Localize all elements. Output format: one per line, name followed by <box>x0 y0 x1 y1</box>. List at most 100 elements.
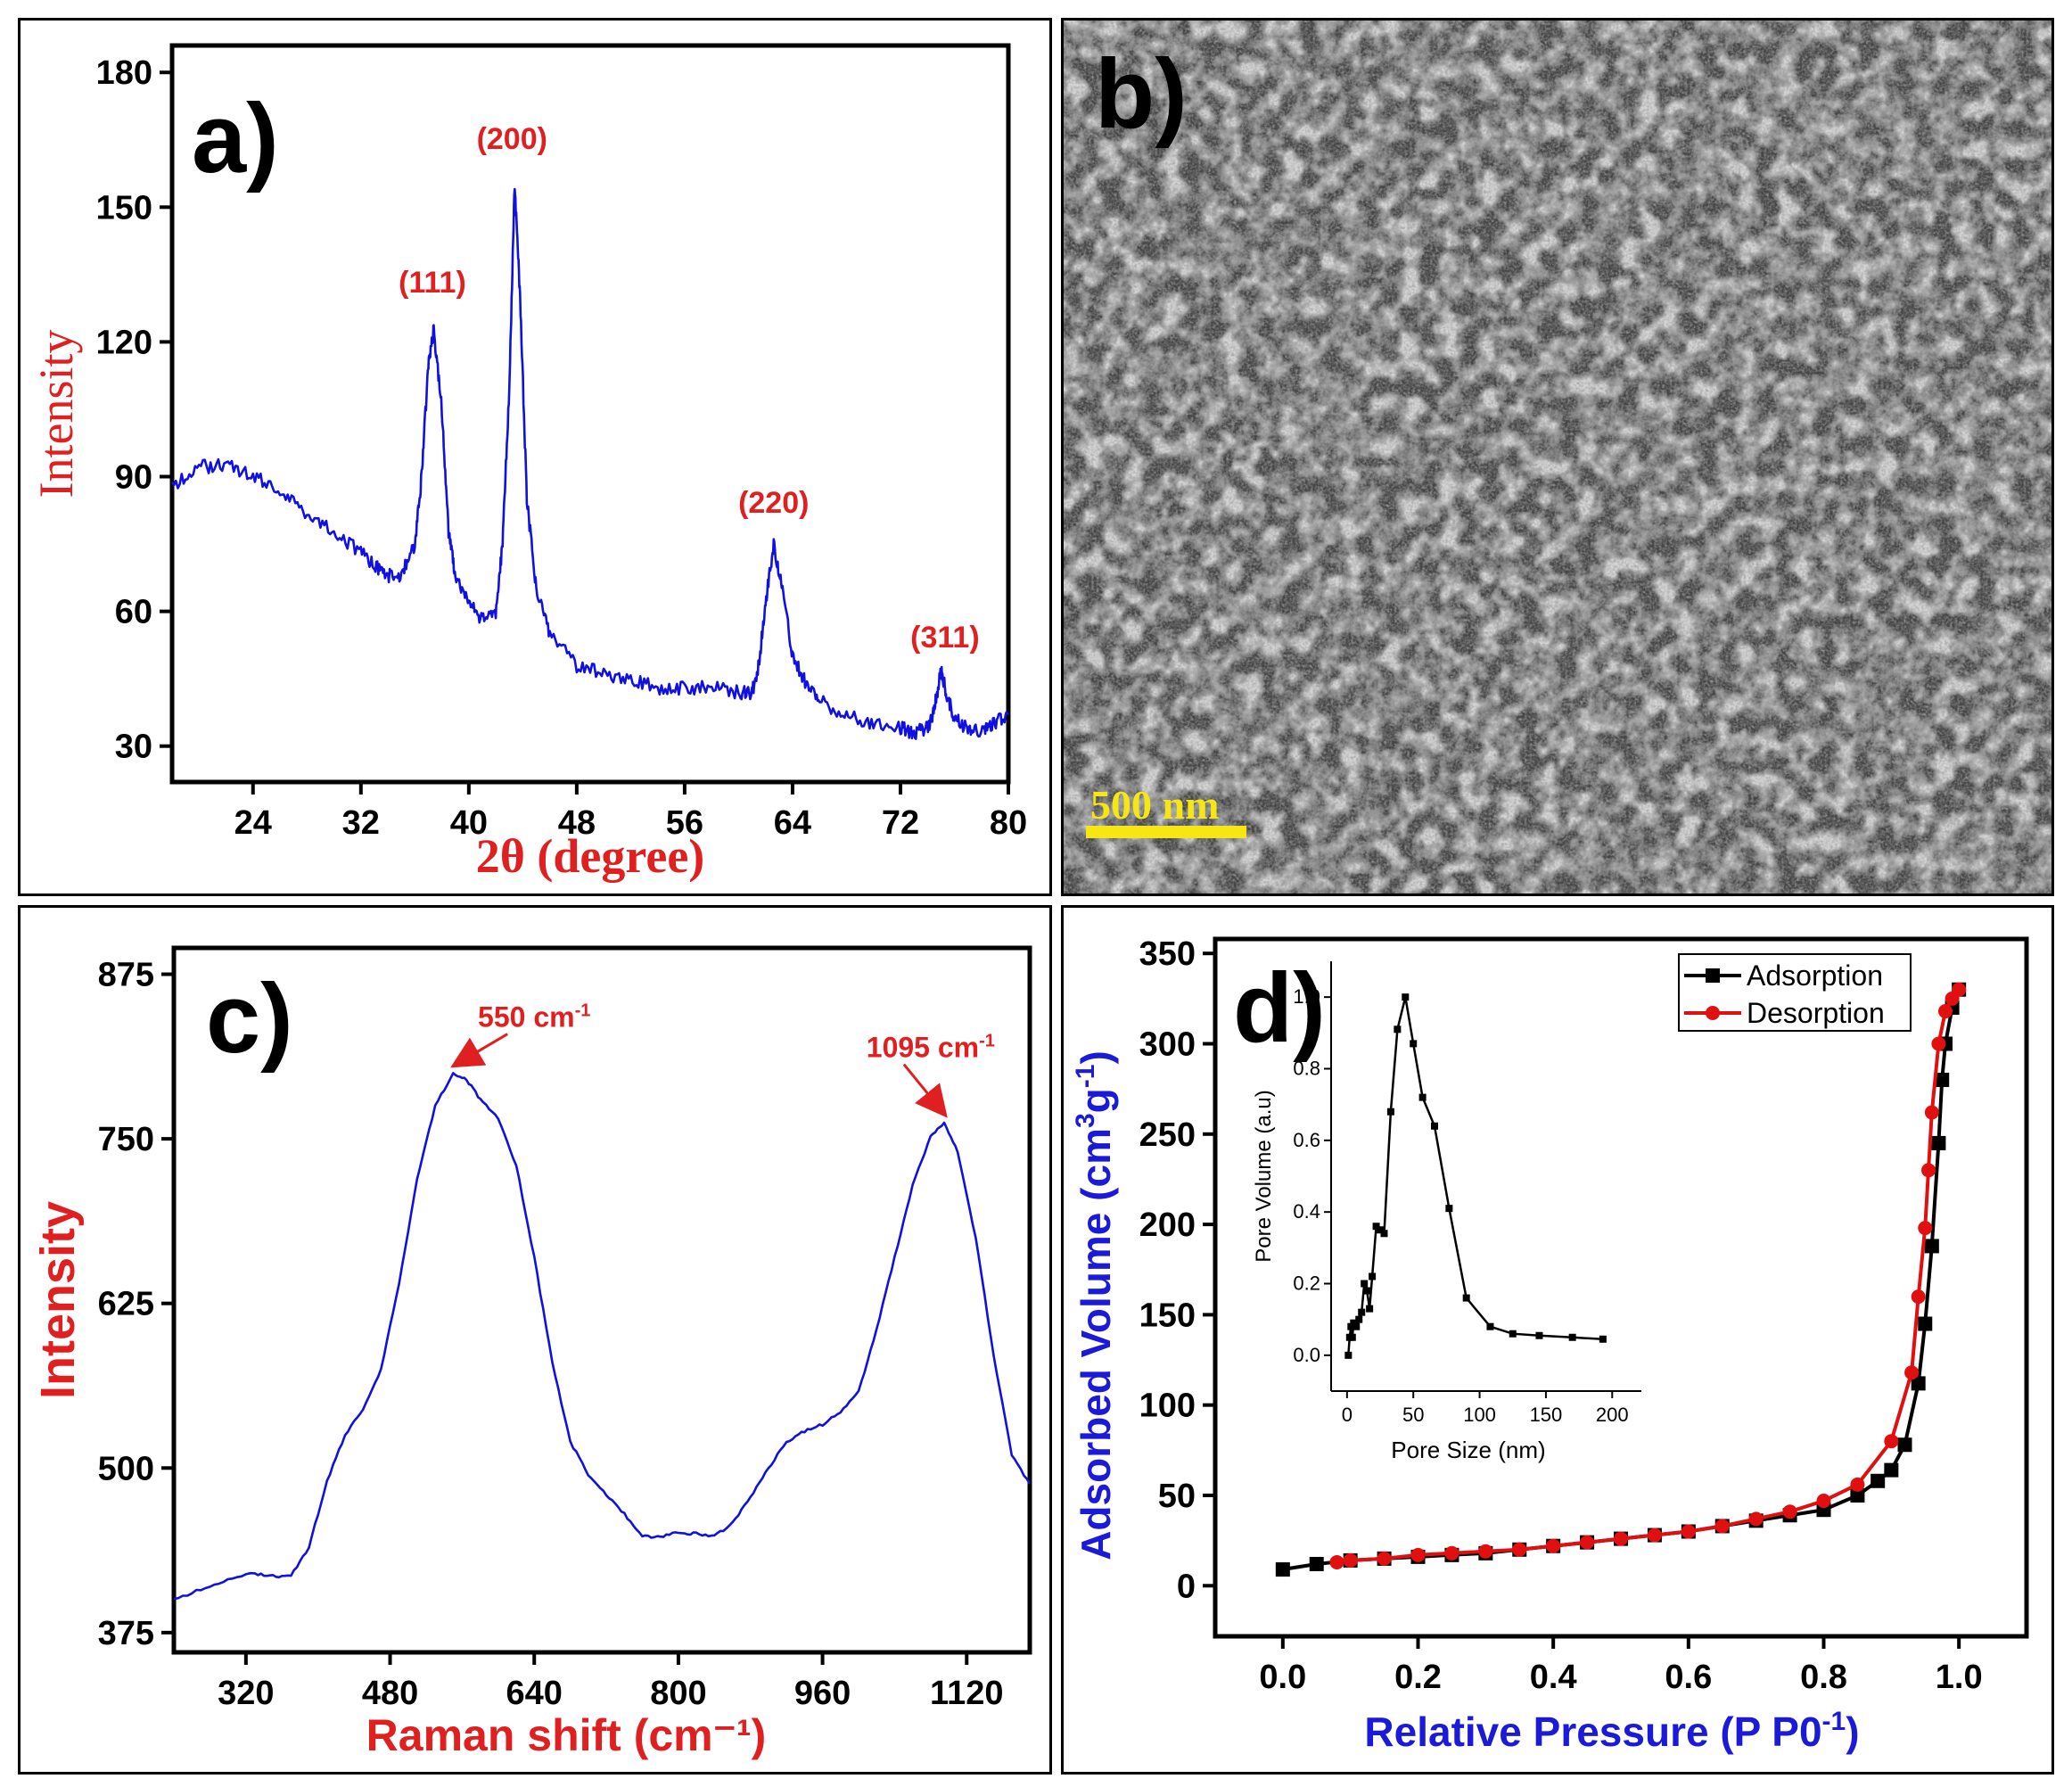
desorption-point <box>1911 1289 1926 1305</box>
raman-chart-svg: 320 480 640 800 960 1120 375 500 625 750 875 550 cm… <box>31 945 1032 1760</box>
adsorption-point <box>1884 1462 1899 1478</box>
x-tick-label: 320 <box>218 1675 274 1712</box>
xrd-chart-svg: 24 32 40 48 56 64 72 80 30 60 90 120 150 180 (111) (200… <box>29 43 1027 883</box>
y-tick-label: 90 <box>115 459 152 497</box>
adsorption-point <box>1850 1487 1865 1503</box>
y-tick-label: 350 <box>1139 935 1196 973</box>
y-tick-label: 50 <box>1158 1478 1196 1515</box>
inset-point <box>1402 993 1410 1001</box>
x-axis-label: Raman shift (cm⁻¹) <box>366 1710 767 1760</box>
panel-d-bet-chart: 0.0 0.2 0.4 0.6 0.8 1.0 0 50 100 150 200 250 300 350 A… <box>1061 905 2054 1775</box>
inset-point <box>1410 1040 1418 1048</box>
sem-image-svg: b) 500 nm <box>1064 21 2051 894</box>
inset-point <box>1568 1333 1576 1341</box>
inset-y-tick-label: 0.6 <box>1293 1129 1320 1151</box>
inset-y-tick-label: 0.0 <box>1293 1344 1320 1366</box>
inset-x-tick-label: 0 <box>1342 1404 1353 1426</box>
desorption-point <box>1782 1504 1797 1519</box>
inset-point <box>1347 1322 1355 1330</box>
y-axis-label: Intensity <box>29 330 83 498</box>
x-tick-label: 0.0 <box>1259 1659 1306 1696</box>
inset-y-tick-label: 1.0 <box>1293 985 1320 1008</box>
y-tick-label: 100 <box>1139 1388 1196 1425</box>
y-tick-label: 150 <box>96 189 152 226</box>
desorption-point <box>1512 1542 1527 1557</box>
inset-point <box>1394 1025 1402 1033</box>
desorption-point <box>1938 1004 1953 1019</box>
inset-point <box>1372 1223 1380 1231</box>
peak-annotation: (311) <box>910 621 980 655</box>
inset-point <box>1358 1308 1366 1316</box>
x-tick-label: 64 <box>774 804 811 842</box>
x-tick-label: 0.6 <box>1665 1659 1712 1696</box>
xrd-series-line <box>170 187 1009 740</box>
y-tick-label: 750 <box>98 1121 154 1158</box>
inset-x-label: Pore Size (nm) <box>1391 1437 1545 1463</box>
adsorption-point <box>1918 1316 1933 1331</box>
x-tick-label: 40 <box>450 804 488 842</box>
y-tick-label: 875 <box>98 957 154 994</box>
y-tick-label: 300 <box>1139 1026 1196 1064</box>
y-tick-label: 375 <box>98 1615 154 1652</box>
x-tick-label: 0.2 <box>1394 1659 1442 1696</box>
desorption-point <box>1410 1547 1426 1562</box>
inset-x-tick-label: 100 <box>1463 1404 1496 1426</box>
inset-point <box>1361 1280 1369 1288</box>
inset-point <box>1344 1351 1353 1359</box>
desorption-point <box>1546 1538 1561 1553</box>
inset-point <box>1377 1226 1385 1234</box>
x-tick-label: 0.4 <box>1530 1659 1577 1696</box>
desorption-point <box>1924 1105 1939 1120</box>
inset-y-tick-label: 0.8 <box>1293 1058 1320 1080</box>
x-tick-label: 1.0 <box>1936 1659 1983 1696</box>
desorption-point <box>1945 991 1960 1006</box>
desorption-point <box>1681 1524 1696 1539</box>
inset-point <box>1418 1093 1427 1101</box>
desorption-point <box>1714 1519 1730 1534</box>
raman-series-line <box>173 1072 1032 1601</box>
legend-marker <box>1706 1006 1720 1020</box>
isotherm-line-desorption <box>1336 988 1961 1564</box>
x-axis-label: 2θ (degree) <box>476 829 705 883</box>
raman-peak-annotation: 550 cm-1 <box>478 1001 590 1033</box>
x-tick-label: 960 <box>794 1675 851 1712</box>
inset-y-tick-label: 0.2 <box>1293 1272 1320 1295</box>
desorption-point <box>1377 1551 1392 1566</box>
inset-point <box>1350 1319 1358 1327</box>
annotation-arrow <box>902 1063 948 1118</box>
panel-a-letter: a) <box>192 84 279 194</box>
plot-frame <box>171 945 1032 1655</box>
x-tick-label: 56 <box>666 804 703 842</box>
x-tick-label: 80 <box>990 804 1027 842</box>
desorption-point <box>1614 1531 1628 1546</box>
inset-point <box>1431 1122 1438 1130</box>
peak-annotation: (220) <box>738 486 809 520</box>
adsorption-point <box>1924 1239 1939 1254</box>
y-tick-label: 250 <box>1139 1116 1196 1154</box>
plot-frame <box>1213 936 2029 1639</box>
desorption-point <box>1748 1511 1764 1527</box>
y-axis-label: Intensity <box>31 1201 85 1399</box>
x-axis-label: Relative Pressure (P P0-1) <box>1364 1707 1859 1755</box>
inset-point <box>1535 1331 1543 1339</box>
x-tick-label: 640 <box>506 1675 563 1712</box>
inset-y-label: Pore Volume (a.u) <box>1252 1090 1276 1262</box>
inset-x-tick-label: 150 <box>1530 1404 1563 1426</box>
inset-line <box>1347 996 1603 1355</box>
adsorption-point <box>1911 1376 1926 1391</box>
desorption-point <box>1816 1494 1831 1509</box>
x-tick-label: 800 <box>650 1675 706 1712</box>
y-tick-label: 120 <box>96 324 152 361</box>
desorption-point <box>1647 1528 1662 1543</box>
panel-c-letter: c) <box>206 964 293 1074</box>
inset-y-tick-label: 0.4 <box>1293 1200 1320 1223</box>
y-tick-label: 500 <box>98 1450 154 1487</box>
adsorption-point <box>1309 1556 1324 1571</box>
panel-b-sem-image: b) 500 nm <box>1061 18 2054 896</box>
adsorption-point <box>1871 1473 1886 1488</box>
inset-point <box>1369 1272 1377 1281</box>
desorption-point <box>1884 1434 1899 1449</box>
desorption-point <box>1921 1163 1936 1178</box>
legend-label: Desorption <box>1747 997 1885 1029</box>
legend-marker <box>1706 968 1720 983</box>
